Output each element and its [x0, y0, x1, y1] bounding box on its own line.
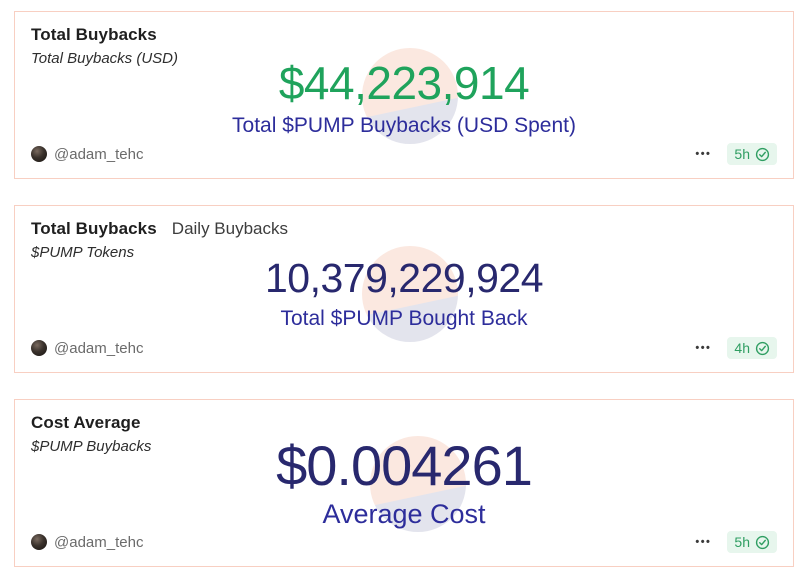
author-handle: @adam_tehc [54, 145, 144, 163]
card-title: Cost Average [31, 413, 141, 432]
card-footer: @adam_tehc ••• 5h [15, 531, 793, 566]
more-options-icon: ••• [695, 341, 712, 354]
token-logo-watermark-icon [370, 436, 466, 532]
age-text: 5h [734, 146, 750, 162]
token-logo-watermark-icon [362, 48, 458, 144]
card-footer: @adam_tehc ••• 5h [15, 143, 793, 178]
counter-value: $0.004261 [276, 434, 533, 497]
author-avatar-icon [31, 534, 47, 550]
card-footer: @adam_tehc ••• 4h [15, 337, 793, 372]
card-header: Cost Average $PUMP Buybacks [15, 400, 793, 455]
counter-value: 10,379,229,924 [265, 255, 544, 301]
age-text: 5h [734, 534, 750, 550]
more-options-button[interactable]: ••• [693, 339, 713, 358]
author-handle: @adam_tehc [54, 533, 144, 551]
counter-label: Total $PUMP Bought Back [280, 307, 528, 330]
author-handle: @adam_tehc [54, 339, 144, 357]
age-badge[interactable]: 5h [727, 143, 777, 165]
counter-label: Average Cost [322, 499, 486, 529]
more-options-icon: ••• [695, 147, 712, 160]
card-subtitle: Total Buybacks (USD) [31, 50, 178, 67]
card-subtitle: $PUMP Tokens [31, 244, 135, 261]
card-title: Total Buybacks [31, 25, 157, 44]
age-badge[interactable]: 4h [727, 337, 777, 359]
counter-widget: 10,379,229,924 Total $PUMP Bought Back [15, 246, 793, 342]
counter-card-cost-average: Cost Average $PUMP Buybacks $0.004261 Av… [14, 399, 794, 567]
more-options-icon: ••• [695, 535, 712, 548]
counter-value: $44,223,914 [278, 57, 530, 109]
counter-card-total-usd: Total Buybacks Total Buybacks (USD) $44,… [14, 11, 794, 179]
more-options-button[interactable]: ••• [693, 533, 713, 552]
card-secondary-title: Daily Buybacks [171, 219, 289, 238]
more-options-button[interactable]: ••• [693, 145, 713, 164]
dashboard-page: Total Buybacks Total Buybacks (USD) $44,… [14, 11, 794, 567]
author-avatar-icon [31, 146, 47, 162]
verified-check-icon [755, 341, 770, 355]
card-header: Total Buybacks Total Buybacks (USD) [15, 12, 793, 67]
card-title: Total Buybacks [31, 219, 157, 238]
counter-widget: $0.004261 Average Cost [15, 434, 793, 532]
token-logo-watermark-icon [362, 246, 458, 342]
author-link[interactable]: @adam_tehc [31, 340, 143, 357]
card-subtitle: $PUMP Buybacks [31, 438, 152, 455]
counter-label: Total $PUMP Buybacks (USD Spent) [232, 114, 576, 137]
verified-check-icon [755, 147, 770, 161]
counter-widget: $44,223,914 Total $PUMP Buybacks (USD Sp… [15, 48, 793, 144]
author-avatar-icon [31, 340, 47, 356]
card-header: Total Buybacks Daily Buybacks $PUMP Toke… [15, 206, 793, 261]
author-link[interactable]: @adam_tehc [31, 146, 143, 163]
counter-card-tokens: Total Buybacks Daily Buybacks $PUMP Toke… [14, 205, 794, 373]
author-link[interactable]: @adam_tehc [31, 534, 143, 551]
age-text: 4h [734, 340, 750, 356]
age-badge[interactable]: 5h [727, 531, 777, 553]
verified-check-icon [755, 535, 770, 549]
